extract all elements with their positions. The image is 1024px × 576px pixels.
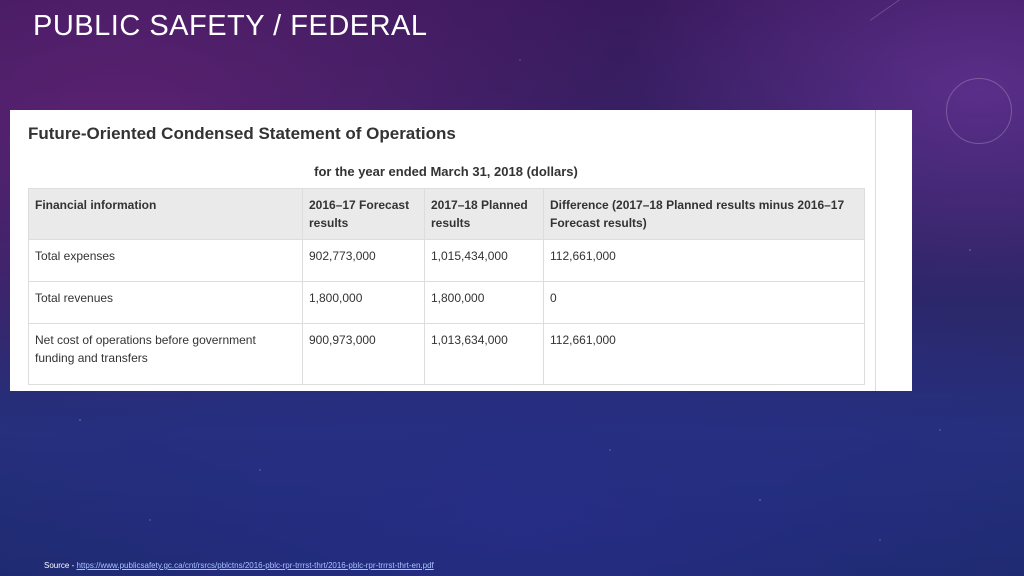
decorative-circle: [946, 78, 1012, 144]
planned-value: 1,013,634,000: [424, 323, 544, 385]
row-label: Total expenses: [28, 239, 303, 282]
table-row: Total expenses 902,773,000 1,015,434,000…: [28, 239, 865, 282]
row-label: Total revenues: [28, 281, 303, 324]
column-header-financial-information: Financial information: [28, 188, 303, 240]
row-label: Net cost of operations before government…: [28, 323, 303, 385]
planned-value: 1,800,000: [424, 281, 544, 324]
decorative-line: [869, 0, 961, 21]
forecast-value: 1,800,000: [302, 281, 425, 324]
difference-value: 0: [543, 281, 865, 324]
statement-title: Future-Oriented Condensed Statement of O…: [28, 124, 456, 143]
statement-panel: Future-Oriented Condensed Statement of O…: [10, 110, 912, 391]
source-prefix: Source -: [44, 561, 77, 570]
forecast-value: 900,973,000: [302, 323, 425, 385]
table-header-row: Financial information 2016–17 Forecast r…: [28, 188, 865, 240]
difference-value: 112,661,000: [543, 239, 865, 282]
column-header-planned: 2017–18 Planned results: [424, 188, 544, 240]
column-header-forecast: 2016–17 Forecast results: [302, 188, 425, 240]
source-citation: Source - https://www.publicsafety.gc.ca/…: [44, 561, 434, 570]
forecast-value: 902,773,000: [302, 239, 425, 282]
source-link[interactable]: https://www.publicsafety.gc.ca/cnt/rsrcs…: [76, 561, 434, 570]
panel-divider: [875, 110, 876, 391]
slide-title: PUBLIC SAFETY / FEDERAL: [33, 10, 428, 42]
difference-value: 112,661,000: [543, 323, 865, 385]
statement-subtitle: for the year ended March 31, 2018 (dolla…: [314, 164, 578, 179]
table-row: Total revenues 1,800,000 1,800,000 0: [28, 281, 865, 324]
planned-value: 1,015,434,000: [424, 239, 544, 282]
financial-table: Financial information 2016–17 Forecast r…: [28, 188, 865, 385]
column-header-difference: Difference (2017–18 Planned results minu…: [543, 188, 865, 240]
table-row: Net cost of operations before government…: [28, 323, 865, 385]
